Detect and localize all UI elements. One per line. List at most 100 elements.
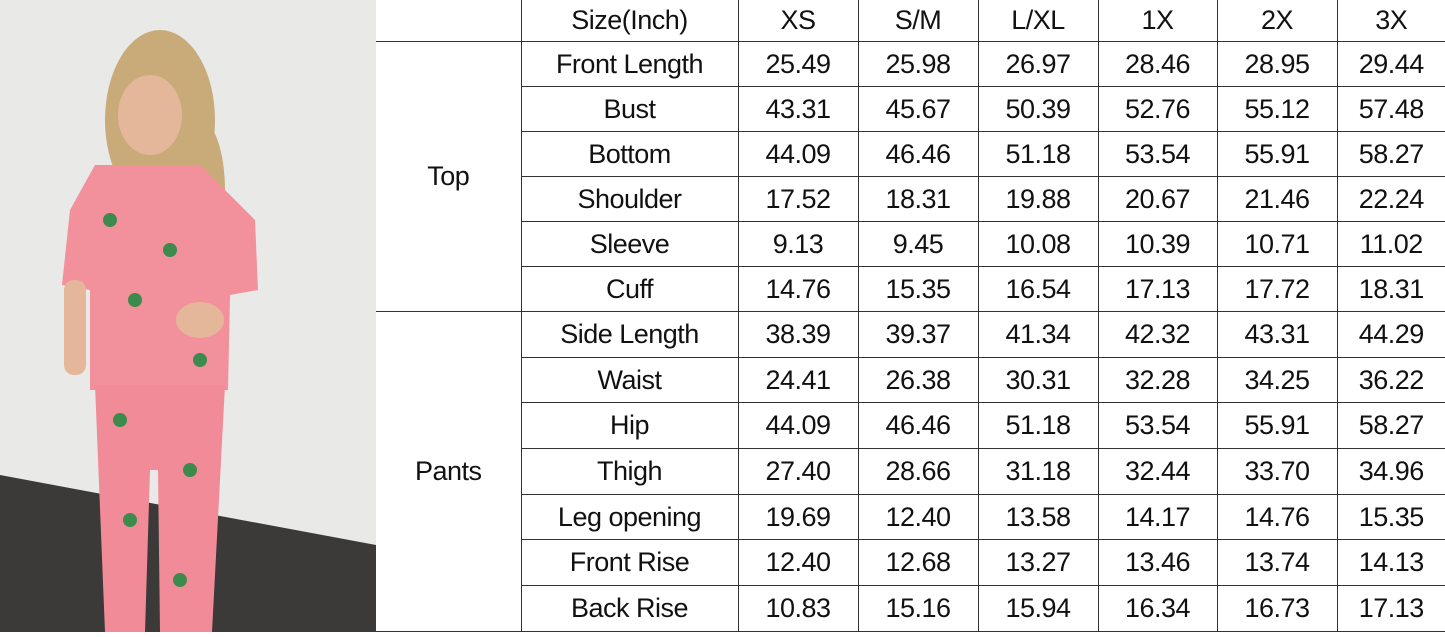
measurement-value: 12.40 [857, 493, 979, 541]
measurement-value: 44.09 [737, 131, 859, 177]
measurement-value: 18.31 [857, 176, 979, 222]
measurement-value: 22.24 [1336, 176, 1445, 222]
measurement-label: Front Length [520, 41, 739, 87]
measurement-value: 44.09 [737, 402, 859, 450]
measurement-value: 28.66 [857, 448, 979, 495]
measurement-value: 43.31 [1216, 311, 1338, 358]
measurement-value: 17.52 [737, 176, 859, 222]
measurement-value: 32.28 [1097, 356, 1218, 404]
measurement-value: 15.94 [977, 585, 1099, 632]
measurement-value: 28.95 [1216, 41, 1338, 87]
measurement-label: Bottom [520, 131, 739, 177]
measurement-value: 36.22 [1336, 356, 1445, 404]
table-row: Front Rise 12.40 12.68 13.27 13.46 13.74 14.13 [376, 539, 1445, 587]
measurement-value: 10.83 [737, 585, 859, 632]
measurement-value: 25.98 [857, 41, 979, 87]
measurement-value: 58.27 [1336, 131, 1445, 177]
measurement-value: 9.13 [737, 221, 859, 267]
size-header-xs: XS [737, 0, 859, 42]
measurement-value: 10.08 [977, 221, 1099, 267]
measurement-value: 15.35 [857, 266, 979, 312]
measurement-value: 14.17 [1097, 493, 1218, 541]
measurement-value: 55.91 [1216, 402, 1338, 450]
model-photo [0, 0, 376, 632]
measurement-value: 18.31 [1336, 266, 1445, 312]
group-label-top: Top [376, 41, 522, 312]
measurement-value: 53.54 [1097, 402, 1218, 450]
measurement-label: Waist [520, 356, 739, 404]
measurement-value: 14.76 [737, 266, 859, 312]
measurement-value: 15.35 [1336, 493, 1445, 541]
measurement-value: 42.32 [1097, 311, 1218, 358]
measurement-label: Thigh [520, 448, 739, 495]
measurement-value: 53.54 [1097, 131, 1218, 177]
measurement-value: 28.46 [1097, 41, 1218, 87]
measurement-value: 16.54 [977, 266, 1099, 312]
measurement-value: 43.31 [737, 86, 859, 132]
measurement-value: 55.91 [1216, 131, 1338, 177]
measurement-value: 26.38 [857, 356, 979, 404]
measurement-value: 50.39 [977, 86, 1099, 132]
size-chart: Size(Inch) XS S/M L/XL 1X 2X 3X Top Front Length… [376, 0, 1445, 632]
measurement-value: 13.58 [977, 493, 1099, 541]
measurement-value: 11.02 [1336, 221, 1445, 267]
size-header-s-m: S/M [857, 0, 979, 42]
measurement-label: Shoulder [520, 176, 739, 222]
measurement-value: 30.31 [977, 356, 1099, 404]
table-row: Cuff 14.76 15.35 16.54 17.13 17.72 18.31 [376, 266, 1445, 312]
measurement-label: Leg opening [520, 493, 739, 541]
table-row: Thigh 27.40 28.66 31.18 32.44 33.70 34.96 [376, 448, 1445, 495]
measurement-label: Side Length [520, 311, 739, 358]
measurement-value: 58.27 [1336, 402, 1445, 450]
measurement-value: 17.72 [1216, 266, 1338, 312]
measurement-value: 20.67 [1097, 176, 1218, 222]
measurement-value: 46.46 [857, 402, 979, 450]
measurement-value: 26.97 [977, 41, 1099, 87]
measurement-value: 15.16 [857, 585, 979, 632]
measurement-value: 51.18 [977, 402, 1099, 450]
measurement-label: Front Rise [520, 539, 739, 587]
measurement-value: 16.34 [1097, 585, 1218, 632]
measurement-value: 16.73 [1216, 585, 1338, 632]
measurement-value: 33.70 [1216, 448, 1338, 495]
size-header-label: Size(Inch) [520, 0, 739, 42]
group-label-pants: Pants [376, 311, 522, 632]
table-row: Bust 43.31 45.67 50.39 52.76 55.12 57.48 [376, 86, 1445, 132]
measurement-value: 17.13 [1336, 585, 1445, 632]
measurement-value: 14.76 [1216, 493, 1338, 541]
measurement-label: Cuff [520, 266, 739, 312]
measurement-value: 10.71 [1216, 221, 1338, 267]
measurement-value: 12.40 [737, 539, 859, 587]
size-header-1x: 1X [1097, 0, 1218, 42]
measurement-value: 13.46 [1097, 539, 1218, 587]
blank-corner-cell [376, 0, 522, 42]
measurement-value: 13.74 [1216, 539, 1338, 587]
table-row: Bottom 44.09 46.46 51.18 53.54 55.91 58.27 [376, 131, 1445, 177]
measurement-value: 39.37 [857, 311, 979, 358]
table-row: Sleeve 9.13 9.45 10.08 10.39 10.71 11.02 [376, 221, 1445, 267]
measurement-value: 25.49 [737, 41, 859, 87]
measurement-value: 29.44 [1336, 41, 1445, 87]
measurement-value: 21.46 [1216, 176, 1338, 222]
measurement-value: 51.18 [977, 131, 1099, 177]
measurement-value: 31.18 [977, 448, 1099, 495]
measurement-value: 9.45 [857, 221, 979, 267]
measurement-value: 12.68 [857, 539, 979, 587]
measurement-value: 19.88 [977, 176, 1099, 222]
table-row: Waist 24.41 26.38 30.31 32.28 34.25 36.22 [376, 356, 1445, 404]
size-chart-table: Size(Inch) XS S/M L/XL 1X 2X 3X Top Front Length… [376, 0, 1445, 632]
measurement-value: 34.25 [1216, 356, 1338, 404]
measurement-value: 24.41 [737, 356, 859, 404]
measurement-label: Back Rise [520, 585, 739, 632]
measurement-value: 57.48 [1336, 86, 1445, 132]
measurement-value: 34.96 [1336, 448, 1445, 495]
measurement-value: 55.12 [1216, 86, 1338, 132]
measurement-value: 14.13 [1336, 539, 1445, 587]
measurement-value: 19.69 [737, 493, 859, 541]
measurement-value: 17.13 [1097, 266, 1218, 312]
table-row: Top Front Length 25.49 25.98 26.97 28.46 28.95… [376, 41, 1445, 312]
measurement-value: 45.67 [857, 86, 979, 132]
measurement-value: 46.46 [857, 131, 979, 177]
measurement-value: 44.29 [1336, 311, 1445, 358]
table-row: Hip 44.09 46.46 51.18 53.54 55.91 58.27 [376, 402, 1445, 450]
